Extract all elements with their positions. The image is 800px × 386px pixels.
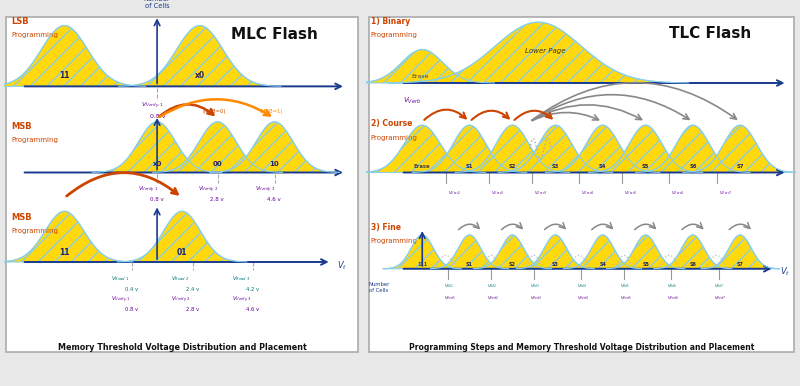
Text: (MSB=0): (MSB=0)	[202, 109, 226, 114]
Text: $V_{Read\ 3}$: $V_{Read\ 3}$	[232, 274, 250, 283]
Text: $V_{Rd5}$: $V_{Rd5}$	[620, 282, 630, 290]
Text: (MSB=1): (MSB=1)	[259, 109, 282, 114]
Text: 2) Course: 2) Course	[370, 119, 412, 128]
Text: 4.6 v: 4.6 v	[246, 307, 259, 312]
Text: 11: 11	[59, 248, 70, 257]
Text: S3: S3	[552, 262, 559, 267]
Text: $V_{Rd1}$: $V_{Rd1}$	[444, 282, 454, 290]
Text: 00: 00	[213, 161, 222, 168]
Text: $V_{Vert3}$: $V_{Vert3}$	[530, 294, 542, 302]
Text: 4.6 v: 4.6 v	[267, 197, 281, 202]
Text: $V_{Vert6}$: $V_{Vert6}$	[667, 294, 680, 302]
Text: $V_{Verify\ 3}$: $V_{Verify\ 3}$	[232, 295, 251, 305]
Text: $V_{Vert7}$: $V_{Vert7}$	[714, 294, 727, 302]
Text: S1: S1	[466, 262, 473, 267]
Text: $V_{Verify\ 3}$: $V_{Verify\ 3}$	[255, 185, 275, 195]
Text: $V_{Read\ 1}$: $V_{Read\ 1}$	[110, 274, 129, 283]
Text: 01: 01	[177, 248, 187, 257]
Text: $V_{Verify\ 2}$: $V_{Verify\ 2}$	[171, 295, 191, 305]
Text: $V_{Rd6}$: $V_{Rd6}$	[667, 282, 678, 290]
Text: $V_t$: $V_t$	[780, 266, 790, 278]
Text: $V_{Verc6}$: $V_{Verc6}$	[671, 190, 685, 197]
Text: 11: 11	[59, 71, 70, 80]
Text: 2.4 v: 2.4 v	[186, 287, 198, 292]
Text: S6: S6	[690, 262, 696, 267]
Text: $V_{Rd3}$: $V_{Rd3}$	[530, 282, 540, 290]
Text: 111: 111	[417, 262, 427, 267]
Text: x0: x0	[194, 71, 205, 80]
Text: 1) Binary: 1) Binary	[370, 17, 410, 26]
Text: 0.8 v: 0.8 v	[150, 197, 164, 202]
Text: $V_{Read\ 2}$: $V_{Read\ 2}$	[171, 274, 190, 283]
Text: $V_{Rd2}$: $V_{Rd2}$	[486, 282, 497, 290]
Text: S5: S5	[642, 262, 649, 267]
Text: Erase: Erase	[411, 74, 429, 79]
Text: $V_{Verc1}$: $V_{Verc1}$	[448, 190, 462, 197]
Text: $V_{Vert5}$: $V_{Vert5}$	[620, 294, 632, 302]
Text: $V_{Rd7}$: $V_{Rd7}$	[714, 282, 725, 290]
Text: MLC Flash: MLC Flash	[231, 27, 318, 42]
Text: Memory Threshold Voltage Distribution and Placement: Memory Threshold Voltage Distribution an…	[58, 343, 306, 352]
Text: $V_{Rd4}$: $V_{Rd4}$	[577, 282, 587, 290]
Text: Lower Page: Lower Page	[526, 47, 566, 54]
Text: $V_{Verify\ 1}$: $V_{Verify\ 1}$	[141, 100, 164, 110]
Text: 0.4 v: 0.4 v	[125, 287, 138, 292]
Text: TLC Flash: TLC Flash	[669, 26, 751, 41]
Text: x0: x0	[152, 161, 162, 168]
Text: $V_{Verb}$: $V_{Verb}$	[403, 96, 421, 107]
Text: S5: S5	[642, 164, 650, 169]
Text: Programming: Programming	[11, 228, 58, 234]
Text: Programming: Programming	[11, 32, 58, 38]
Text: $V_{Vert4}$: $V_{Vert4}$	[577, 294, 590, 302]
Text: S1: S1	[466, 164, 474, 169]
Text: $V_{Verc5}$: $V_{Verc5}$	[624, 190, 638, 197]
Text: S4: S4	[599, 164, 606, 169]
Text: Number
of Cells: Number of Cells	[369, 282, 390, 293]
Text: MSB: MSB	[11, 122, 32, 130]
FancyBboxPatch shape	[6, 17, 358, 352]
Text: $V_{Verc3}$: $V_{Verc3}$	[534, 190, 548, 197]
Text: Programming: Programming	[11, 137, 58, 143]
Text: LSB: LSB	[11, 17, 29, 26]
Text: S6: S6	[689, 164, 697, 169]
Text: MSB: MSB	[11, 213, 32, 222]
Text: 0.8 v: 0.8 v	[150, 115, 166, 119]
Text: 2.8 v: 2.8 v	[186, 307, 198, 312]
Text: 0.8 v: 0.8 v	[125, 307, 138, 312]
Text: Programming Steps and Memory Threshold Voltage Distribution and Placement: Programming Steps and Memory Threshold V…	[409, 343, 754, 352]
Text: $V_{Vert1}$: $V_{Vert1}$	[444, 294, 456, 302]
Text: $V_{Verify\ 2}$: $V_{Verify\ 2}$	[198, 185, 218, 195]
Text: S7: S7	[737, 164, 744, 169]
Text: $V_{Verc4}$: $V_{Verc4}$	[581, 190, 595, 197]
Text: $V_t$: $V_t$	[337, 259, 347, 272]
Text: S2: S2	[509, 164, 516, 169]
Text: Erase: Erase	[414, 164, 430, 169]
Text: Number
of Cells: Number of Cells	[144, 0, 170, 8]
Text: Programming: Programming	[370, 135, 418, 141]
Text: $V_{Verify\ 1}$: $V_{Verify\ 1}$	[110, 295, 130, 305]
Text: S4: S4	[599, 262, 606, 267]
Text: $V_{Verc2}$: $V_{Verc2}$	[491, 190, 505, 197]
Text: 3) Fine: 3) Fine	[370, 223, 401, 232]
Text: S7: S7	[737, 262, 743, 267]
Text: S2: S2	[509, 262, 516, 267]
Text: 2.8 v: 2.8 v	[210, 197, 224, 202]
Text: 4.2 v: 4.2 v	[246, 287, 259, 292]
Text: S3: S3	[552, 164, 559, 169]
Text: $V_{Vert2}$: $V_{Vert2}$	[486, 294, 499, 302]
Text: $V_{Verc7}$: $V_{Verc7}$	[718, 190, 732, 197]
Text: 10: 10	[270, 161, 279, 168]
Text: Programming: Programming	[370, 239, 418, 244]
FancyBboxPatch shape	[369, 17, 794, 352]
Text: $V_{Verify\ 1}$: $V_{Verify\ 1}$	[138, 185, 158, 195]
Text: Programming: Programming	[370, 32, 418, 38]
